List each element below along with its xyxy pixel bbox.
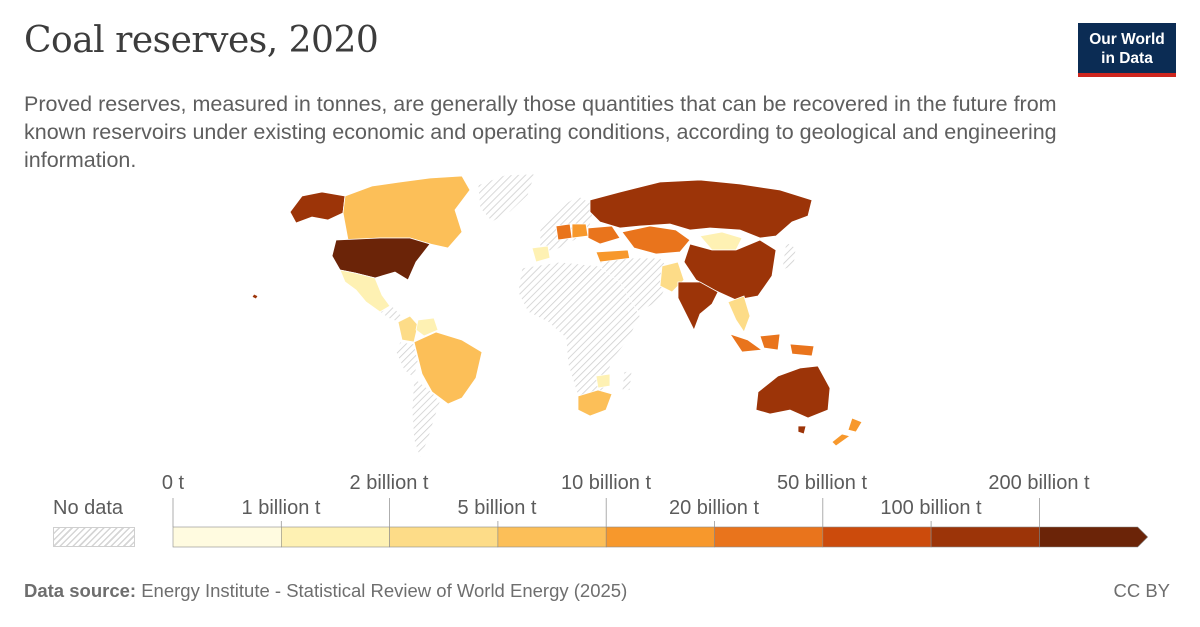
legend-label-50b: 50 billion t [776,472,868,494]
chart-title: Coal reserves, 2020 [24,20,379,61]
region-alaska[interactable] [289,191,346,224]
region-hawaii[interactable] [251,293,259,300]
region-china[interactable] [683,239,777,301]
region-zimbabwe[interactable] [595,373,611,389]
region-new-zealand[interactable] [831,417,863,447]
region-usa[interactable] [331,237,431,281]
legend-label-200b: 200 billion t [988,472,1090,494]
region-ukraine[interactable] [587,225,621,245]
footer-source: Data source: Energy Institute - Statisti… [24,580,627,602]
legend-bin-6 [822,526,932,548]
region-spain[interactable] [531,245,551,263]
region-madagascar[interactable] [621,369,633,393]
legend-bin-3 [497,526,607,548]
region-south-africa[interactable] [577,389,613,417]
region-brazil[interactable] [413,331,483,405]
legend-bin-2 [389,526,499,548]
region-indonesia[interactable] [729,333,815,357]
logo-line-1: Our World [1089,31,1165,48]
region-russia[interactable] [589,179,813,239]
legend-label-20b: 20 billion t [668,497,760,519]
legend-bin-7 [930,526,1040,548]
logo-line-2: in Data [1101,50,1153,67]
license-link[interactable]: CC BY [1113,580,1170,601]
legend-bin-5 [714,526,824,548]
region-central-america[interactable] [379,305,403,323]
source-label: Data source: [24,580,137,601]
legend-label-100b: 100 billion t [880,497,982,519]
legend-no-data-label: No data [53,497,124,519]
region-colombia[interactable] [397,315,419,343]
legend-bin-0 [172,526,282,548]
region-india[interactable] [677,281,719,331]
source-text[interactable]: Energy Institute - Statistical Review of… [141,580,628,601]
legend-label-10b: 10 billion t [560,472,652,494]
region-venezuela[interactable] [415,317,439,337]
region-peru[interactable] [395,341,419,379]
legend-label-2b: 2 billion t [349,472,429,494]
region-australia[interactable] [755,365,831,419]
legend-bin-1 [280,526,390,548]
region-poland[interactable] [571,223,589,239]
legend-label-0t: 0 t [161,472,185,494]
chart-subtitle: Proved reserves, measured in tonnes, are… [24,92,1057,172]
region-mexico[interactable] [339,269,391,313]
legend-no-data-swatch [53,527,135,547]
region-germany[interactable] [555,223,573,241]
legend-bin-8 [1039,526,1149,548]
world-map[interactable] [0,160,1200,470]
region-kazakhstan[interactable] [621,225,691,255]
owid-logo[interactable]: Our World in Data [1078,23,1176,77]
region-argentina[interactable] [411,377,441,460]
region-tasmania[interactable] [797,425,807,435]
legend-label-5b: 5 billion t [457,497,537,519]
region-greenland[interactable] [477,173,536,223]
legend-bin-4 [605,526,715,548]
legend-label-1b: 1 billion t [241,497,321,519]
region-canada[interactable] [342,175,471,249]
region-mongolia[interactable] [699,231,743,251]
region-japan[interactable] [781,241,797,271]
region-se-asia[interactable] [727,295,751,333]
